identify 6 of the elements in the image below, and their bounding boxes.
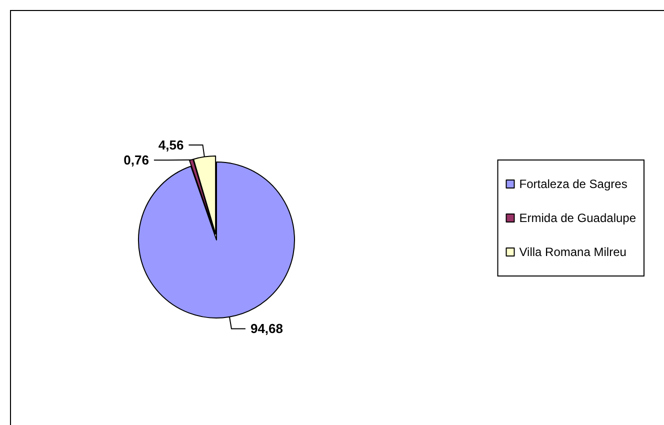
data-label: 4,56 bbox=[158, 137, 184, 152]
legend-label: Fortaleza de Sagres bbox=[519, 177, 628, 191]
legend-label: Villa Romana Milreu bbox=[519, 245, 626, 259]
data-label: 94,68 bbox=[250, 321, 284, 336]
legend-label: Ermida de Guadalupe bbox=[519, 211, 636, 225]
data-label: 0,76 bbox=[124, 152, 149, 168]
